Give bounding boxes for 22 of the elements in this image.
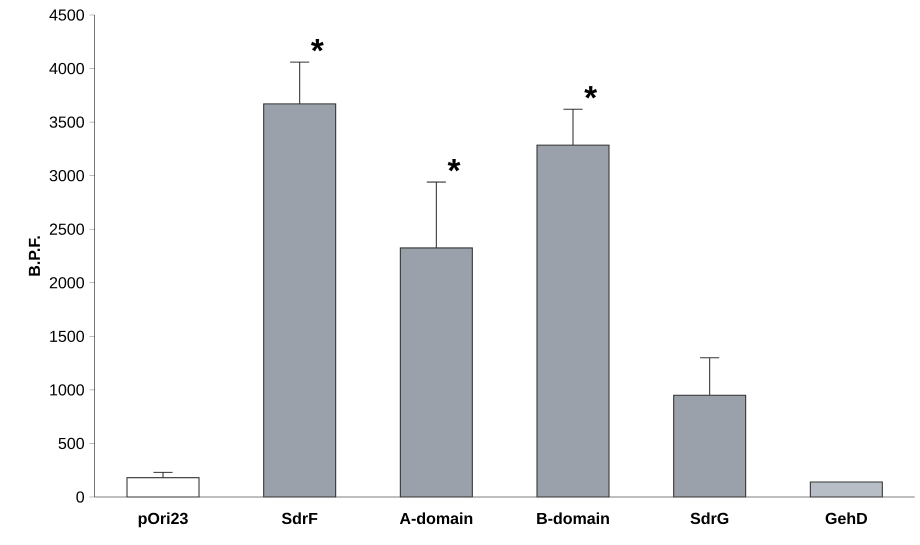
x-tick-label: B-domain [537,512,609,524]
x-tick-label: pOri23 [138,512,188,528]
x-tick-label: SdrF [282,512,318,524]
y-tick-label: 2000 [50,277,84,288]
y-tick-label: 2500 [50,224,84,235]
y-tick-label: 3000 [50,170,84,182]
y-tick-label: 3500 [50,116,84,128]
y-tick-label: 0 [76,491,84,503]
x-tick-label: GehD [826,512,867,524]
annotation: * [448,159,460,172]
y-tick-label: 1000 [50,384,84,396]
y-tick-label: 500 [58,438,84,450]
y-tick-label: 4500 [49,9,84,21]
y-axis-title: B.P.F. [28,236,40,276]
y-tick-label: 1500 [50,330,84,342]
x-tick-label: SdrG [690,512,728,524]
x-tick-label: A-domain [400,512,472,524]
bar [126,477,200,498]
bar [810,481,883,498]
annotation: * [310,39,324,52]
y-tick-label: 4000 [49,62,84,74]
annotation: * [584,86,598,99]
